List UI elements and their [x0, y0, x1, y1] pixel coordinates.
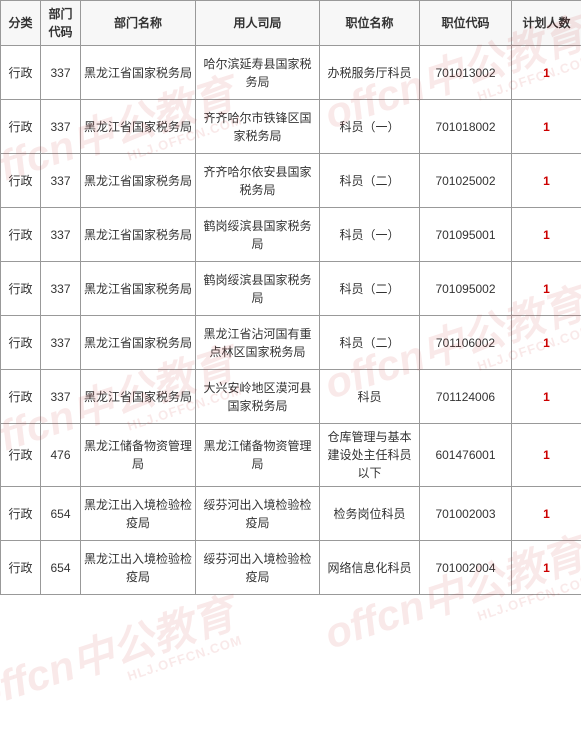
cell-pos_code: 701002003 [420, 487, 512, 541]
cell-dept_name: 黑龙江省国家税务局 [81, 370, 196, 424]
cell-dept_code: 337 [41, 154, 81, 208]
cell-org: 鹤岗绥滨县国家税务局 [196, 208, 320, 262]
cell-dept_name: 黑龙江省国家税务局 [81, 154, 196, 208]
cell-dept_code: 337 [41, 208, 81, 262]
cell-position: 科员（一） [320, 100, 420, 154]
cell-org: 齐齐哈尔依安县国家税务局 [196, 154, 320, 208]
table-row: 行政654黑龙江出入境检验检疫局绥芬河出入境检验检疫局检务岗位科员7010020… [1, 487, 581, 541]
cell-category: 行政 [1, 541, 41, 595]
cell-position: 科员（二） [320, 154, 420, 208]
cell-position: 检务岗位科员 [320, 487, 420, 541]
cell-dept_code: 654 [41, 541, 81, 595]
cell-position: 科员（二） [320, 316, 420, 370]
cell-category: 行政 [1, 262, 41, 316]
cell-org: 齐齐哈尔市铁锋区国家税务局 [196, 100, 320, 154]
cell-org: 大兴安岭地区漠河县国家税务局 [196, 370, 320, 424]
col-header-dept-code: 部门代码 [41, 1, 81, 46]
cell-dept_name: 黑龙江省国家税务局 [81, 316, 196, 370]
cell-plan: 1 [512, 487, 581, 541]
cell-dept_code: 654 [41, 487, 81, 541]
cell-dept_name: 黑龙江出入境检验检疫局 [81, 541, 196, 595]
cell-pos_code: 701124006 [420, 370, 512, 424]
cell-dept_code: 337 [41, 262, 81, 316]
cell-dept_code: 337 [41, 316, 81, 370]
cell-plan: 1 [512, 154, 581, 208]
cell-pos_code: 701095001 [420, 208, 512, 262]
table-row: 行政337黑龙江省国家税务局鹤岗绥滨县国家税务局科员（二）7010950021 [1, 262, 581, 316]
cell-category: 行政 [1, 370, 41, 424]
col-header-category: 分类 [1, 1, 41, 46]
cell-position: 仓库管理与基本建设处主任科员以下 [320, 424, 420, 487]
cell-category: 行政 [1, 208, 41, 262]
col-header-position: 职位名称 [320, 1, 420, 46]
table-row: 行政337黑龙江省国家税务局鹤岗绥滨县国家税务局科员（一）7010950011 [1, 208, 581, 262]
cell-category: 行政 [1, 487, 41, 541]
cell-dept_name: 黑龙江省国家税务局 [81, 262, 196, 316]
col-header-org: 用人司局 [196, 1, 320, 46]
cell-plan: 1 [512, 208, 581, 262]
cell-category: 行政 [1, 316, 41, 370]
cell-org: 黑龙江储备物资管理局 [196, 424, 320, 487]
cell-dept_name: 黑龙江省国家税务局 [81, 208, 196, 262]
cell-pos_code: 701106002 [420, 316, 512, 370]
col-header-pos-code: 职位代码 [420, 1, 512, 46]
table-row: 行政337黑龙江省国家税务局齐齐哈尔市铁锋区国家税务局科员（一）70101800… [1, 100, 581, 154]
cell-org: 绥芬河出入境检验检疫局 [196, 541, 320, 595]
cell-dept_name: 黑龙江储备物资管理局 [81, 424, 196, 487]
cell-org: 黑龙江省沾河国有重点林区国家税务局 [196, 316, 320, 370]
cell-dept_code: 337 [41, 100, 81, 154]
cell-org: 鹤岗绥滨县国家税务局 [196, 262, 320, 316]
table-row: 行政337黑龙江省国家税务局哈尔滨延寿县国家税务局办税服务厅科员70101300… [1, 46, 581, 100]
cell-pos_code: 701018002 [420, 100, 512, 154]
cell-dept_code: 337 [41, 46, 81, 100]
cell-dept_name: 黑龙江出入境检验检疫局 [81, 487, 196, 541]
col-header-plan: 计划人数 [512, 1, 581, 46]
cell-category: 行政 [1, 424, 41, 487]
table-header-row: 分类 部门代码 部门名称 用人司局 职位名称 职位代码 计划人数 [1, 1, 581, 46]
cell-position: 科员（二） [320, 262, 420, 316]
cell-pos_code: 601476001 [420, 424, 512, 487]
cell-plan: 1 [512, 262, 581, 316]
cell-plan: 1 [512, 370, 581, 424]
cell-dept_code: 476 [41, 424, 81, 487]
cell-pos_code: 701002004 [420, 541, 512, 595]
cell-plan: 1 [512, 100, 581, 154]
cell-dept_name: 黑龙江省国家税务局 [81, 46, 196, 100]
cell-position: 网络信息化科员 [320, 541, 420, 595]
cell-position: 科员 [320, 370, 420, 424]
positions-table: 分类 部门代码 部门名称 用人司局 职位名称 职位代码 计划人数 行政337黑龙… [0, 0, 581, 595]
cell-org: 哈尔滨延寿县国家税务局 [196, 46, 320, 100]
cell-plan: 1 [512, 541, 581, 595]
table-row: 行政476黑龙江储备物资管理局黑龙江储备物资管理局仓库管理与基本建设处主任科员以… [1, 424, 581, 487]
table-row: 行政337黑龙江省国家税务局黑龙江省沾河国有重点林区国家税务局科员（二）7011… [1, 316, 581, 370]
cell-position: 办税服务厅科员 [320, 46, 420, 100]
cell-category: 行政 [1, 154, 41, 208]
col-header-dept-name: 部门名称 [81, 1, 196, 46]
cell-pos_code: 701095002 [420, 262, 512, 316]
cell-dept_code: 337 [41, 370, 81, 424]
cell-plan: 1 [512, 46, 581, 100]
table-row: 行政337黑龙江省国家税务局齐齐哈尔依安县国家税务局科员（二）701025002… [1, 154, 581, 208]
table-row: 行政654黑龙江出入境检验检疫局绥芬河出入境检验检疫局网络信息化科员701002… [1, 541, 581, 595]
cell-category: 行政 [1, 46, 41, 100]
cell-position: 科员（一） [320, 208, 420, 262]
cell-org: 绥芬河出入境检验检疫局 [196, 487, 320, 541]
cell-category: 行政 [1, 100, 41, 154]
cell-dept_name: 黑龙江省国家税务局 [81, 100, 196, 154]
watermark: offcn中公教育HLJ.OFFCN.COM [0, 580, 244, 730]
cell-pos_code: 701013002 [420, 46, 512, 100]
cell-pos_code: 701025002 [420, 154, 512, 208]
table-row: 行政337黑龙江省国家税务局大兴安岭地区漠河县国家税务局科员7011240061 [1, 370, 581, 424]
cell-plan: 1 [512, 424, 581, 487]
cell-plan: 1 [512, 316, 581, 370]
